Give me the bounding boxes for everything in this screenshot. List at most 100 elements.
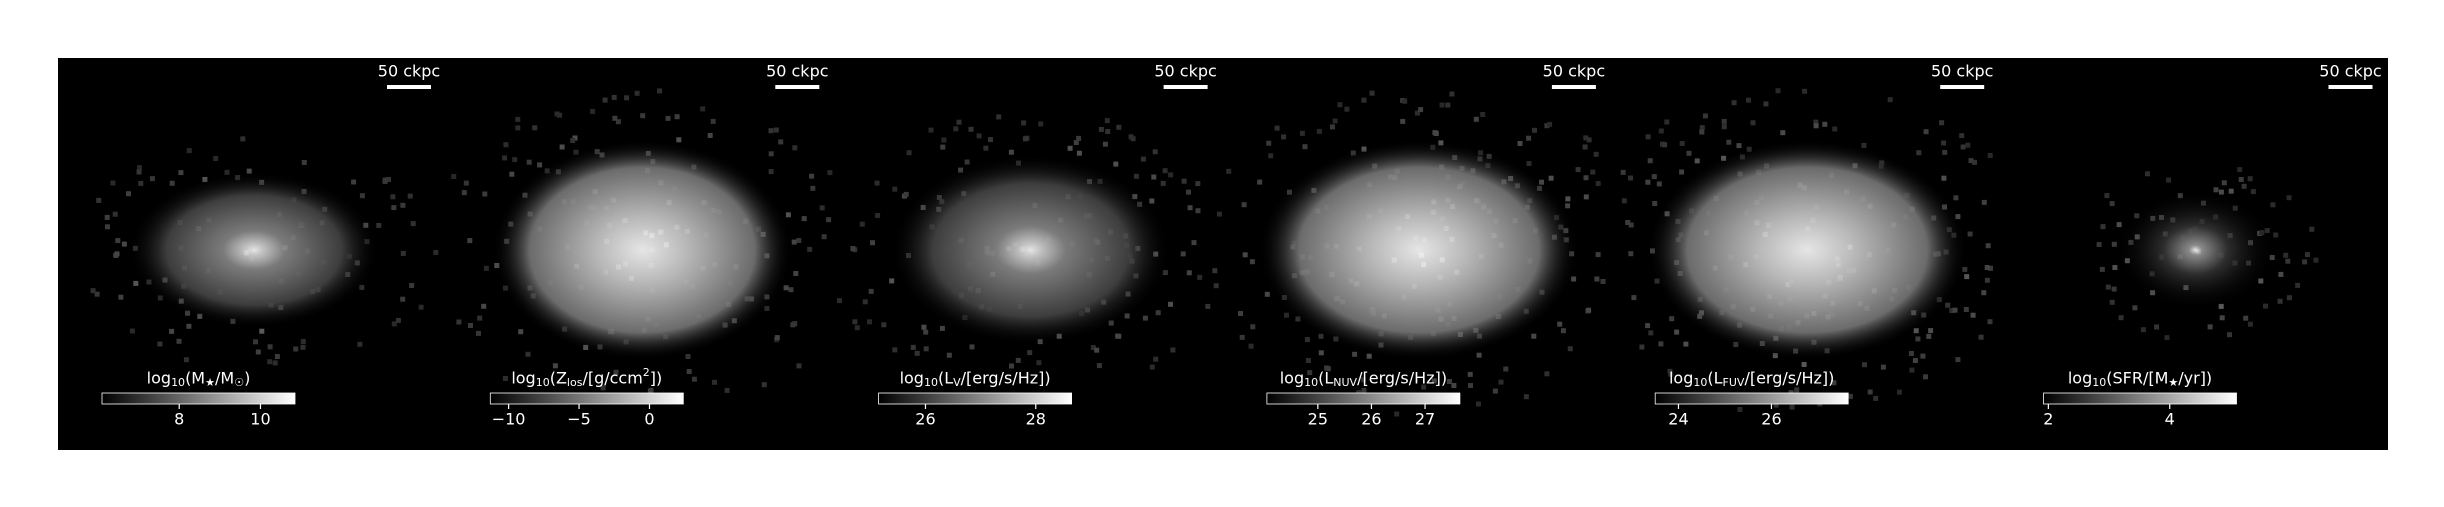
pixel [1915, 336, 1921, 342]
pixel [867, 319, 872, 325]
pixel [2111, 241, 2117, 247]
pixel [1985, 243, 1991, 249]
pixel [1941, 140, 1947, 146]
pixel [1583, 175, 1589, 181]
pixel [1102, 141, 1108, 147]
pixel [792, 145, 798, 151]
pixel [613, 369, 619, 375]
pixel [1498, 379, 1504, 385]
pixel [976, 133, 982, 139]
pixel [821, 234, 827, 240]
pixel [1152, 149, 1158, 155]
pixel [133, 280, 139, 286]
pixel [1418, 107, 1424, 113]
pixel [1281, 134, 1287, 140]
pixel [1248, 343, 1254, 349]
pixel [2241, 183, 2247, 189]
pixel [2104, 193, 2110, 199]
pixel [1212, 268, 1218, 274]
pixel [1813, 119, 1819, 125]
pixel [1015, 357, 1021, 363]
pixel [2295, 282, 2301, 288]
pixel [433, 250, 439, 255]
pixel [1658, 341, 1664, 347]
pixel [1104, 118, 1110, 124]
pixel [1939, 120, 1945, 126]
pixel [1668, 371, 1674, 377]
tick-label: 26 [1361, 410, 1381, 429]
pixel [1197, 274, 1203, 280]
pixel [1887, 97, 1893, 103]
pixel [1880, 364, 1886, 370]
pixel [509, 171, 515, 177]
pixel [2166, 177, 2172, 183]
pixel [410, 221, 416, 227]
pixel [183, 357, 189, 363]
pixel [1191, 240, 1197, 246]
pixel [1186, 189, 1191, 195]
pixel [1959, 133, 1965, 139]
pixel [1523, 394, 1529, 400]
pixel [1923, 374, 1928, 380]
pixel [826, 217, 832, 223]
colorbar-label: log10​(LV​/[erg/s/Hz]) [900, 369, 1051, 390]
pixel [923, 346, 929, 352]
pixel [224, 169, 230, 175]
pixel [1648, 330, 1654, 336]
scale-bar [775, 85, 820, 89]
pixel [1140, 156, 1146, 162]
pixel [707, 133, 713, 138]
pixel [1988, 265, 1993, 271]
pixel [400, 296, 406, 302]
pixel [903, 191, 909, 197]
tick-label: 8 [174, 410, 184, 429]
galaxy [1647, 140, 1968, 360]
pixel [1928, 328, 1934, 334]
pixel [768, 169, 774, 175]
pixel [1912, 358, 1918, 363]
pixel [1242, 252, 1248, 258]
pixel [1674, 329, 1680, 335]
pixel [1721, 118, 1727, 124]
pixel [272, 360, 278, 366]
pixel [1813, 123, 1819, 129]
pixel [946, 352, 952, 358]
pixel [532, 125, 538, 131]
pixel [859, 221, 865, 227]
scale-bar [1940, 85, 1985, 89]
pixel [118, 294, 124, 300]
pixel [1241, 202, 1247, 208]
pixel [1473, 116, 1479, 122]
pixel [1972, 159, 1977, 165]
tick-label: 24 [1668, 410, 1688, 429]
pixel [512, 157, 518, 163]
pixel [476, 330, 481, 336]
pixel [809, 173, 815, 179]
pixel [1746, 97, 1751, 103]
pixel [557, 112, 563, 118]
pixel [1683, 341, 1689, 347]
pixel [910, 344, 916, 350]
pixel [810, 185, 816, 191]
scale-label: 50 ckpc [378, 62, 440, 81]
pixel [1009, 363, 1014, 369]
pixel [700, 106, 706, 112]
pixel [1621, 198, 1627, 204]
pixel [169, 180, 175, 186]
pixel [2228, 188, 2234, 194]
image-background [58, 58, 2388, 450]
colorbar [489, 392, 684, 405]
pixel [1557, 321, 1563, 327]
pixel [1923, 129, 1929, 135]
pixel [870, 240, 875, 246]
pixel [1575, 167, 1581, 173]
pixel [676, 137, 682, 143]
pixel [1149, 198, 1155, 204]
pixel [1021, 120, 1027, 126]
pixel [1560, 328, 1566, 334]
pixel [1116, 333, 1122, 339]
galaxy [1258, 140, 1579, 360]
pixel [1170, 347, 1176, 353]
pixel [2302, 259, 2308, 265]
pixel [1094, 347, 1100, 353]
